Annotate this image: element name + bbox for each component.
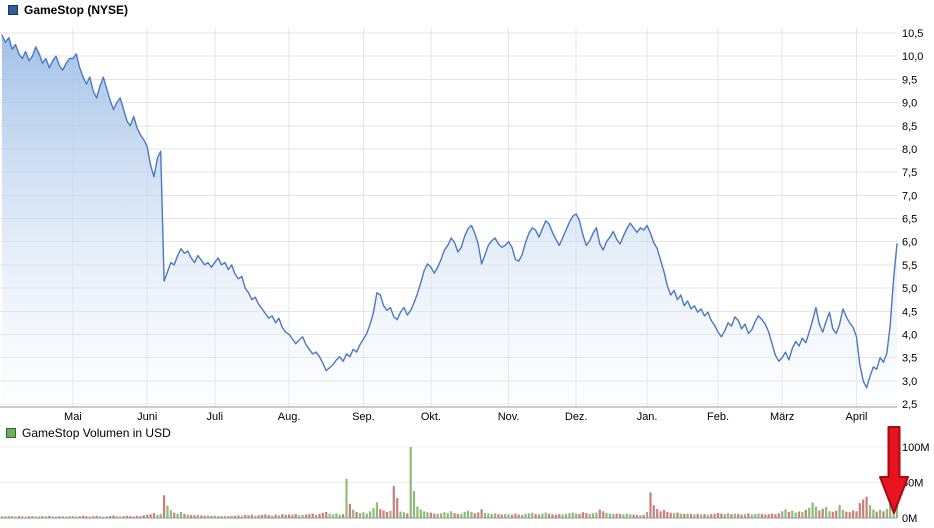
- price-y-axis-label: 8,5: [902, 121, 917, 133]
- price-y-axis-label: 10,5: [902, 28, 923, 40]
- price-y-axis-label: 2,5: [902, 399, 917, 411]
- price-y-axis-label: 6,0: [902, 237, 917, 249]
- month-axis-label: Sep.: [352, 411, 375, 423]
- price-legend: GameStop (NYSE): [8, 4, 128, 16]
- price-y-axis-label: 5,5: [902, 260, 917, 272]
- price-y-axis-label: 9,0: [902, 98, 917, 110]
- price-series-marker-icon: [8, 5, 18, 15]
- price-y-axis-label: 6,5: [902, 214, 917, 226]
- price-y-axis-label: 4,0: [902, 329, 917, 341]
- volume-series-marker-icon: [6, 428, 16, 438]
- chart-title: GameStop (NYSE): [24, 3, 129, 17]
- month-axis-label: März: [770, 411, 794, 423]
- volume-bars: [0, 447, 899, 519]
- month-axis-label: Feb.: [707, 411, 729, 423]
- price-y-axis-label: 7,5: [902, 167, 917, 179]
- red-arrow-annotation: [879, 426, 909, 514]
- month-axis-label: Aug.: [278, 411, 301, 423]
- volume-y-axis-label: 100M: [902, 442, 930, 454]
- price-chart: 10,5 10,0 9,5 9,0 8,5 8,0 7,5 7,0 6,5 6,0 5,5 5,0 4,…: [0, 28, 923, 423]
- price-area-fill: [2, 35, 897, 407]
- price-y-axis-label: 10,0: [902, 51, 923, 63]
- volume-chart-title: GameStop Volumen in USD: [22, 426, 171, 440]
- price-line-series: [1, 34, 898, 389]
- month-axis-label: Mai: [64, 411, 82, 423]
- month-axis-label: Jan.: [637, 411, 658, 423]
- price-y-axis-label: 8,0: [902, 144, 917, 156]
- volume-legend: GameStop Volumen in USD: [6, 427, 171, 439]
- month-axis-label: Okt.: [421, 411, 441, 423]
- month-axis-label: Dez.: [565, 411, 588, 423]
- price-y-axis-label: 3,5: [902, 353, 917, 365]
- month-axis-label: Juli: [207, 411, 224, 423]
- volume-y-axis-label: 0M: [902, 513, 917, 525]
- month-axis-label: Juni: [137, 411, 157, 423]
- red-arrow-shape: [879, 426, 909, 514]
- month-axis-label: Nov.: [498, 411, 520, 423]
- price-y-axis-label: 3,0: [902, 376, 917, 388]
- price-y-axis-label: 7,0: [902, 190, 917, 202]
- month-axis-label: April: [845, 411, 867, 423]
- price-y-axis-label: 5,0: [902, 283, 917, 295]
- price-y-axis-label: 9,5: [902, 74, 917, 86]
- price-y-axis-label: 4,5: [902, 306, 917, 318]
